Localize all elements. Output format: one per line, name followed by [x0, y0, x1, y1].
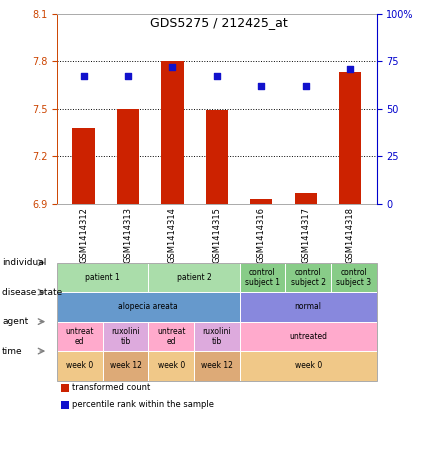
Text: ruxolini
tib: ruxolini tib — [202, 327, 231, 346]
Text: week 12: week 12 — [110, 361, 141, 370]
Point — [80, 73, 87, 80]
Bar — [339, 72, 361, 204]
Text: untreat
ed: untreat ed — [66, 327, 94, 346]
Text: week 12: week 12 — [201, 361, 233, 370]
Text: agent: agent — [2, 317, 28, 326]
Bar — [72, 128, 95, 204]
Text: individual: individual — [2, 258, 46, 267]
Text: control
subject 1: control subject 1 — [245, 268, 280, 287]
Text: time: time — [2, 347, 23, 356]
Text: week 0: week 0 — [294, 361, 322, 370]
Text: untreated: untreated — [289, 332, 327, 341]
Text: control
subject 3: control subject 3 — [336, 268, 371, 287]
Bar — [206, 110, 228, 204]
Text: patient 1: patient 1 — [85, 273, 120, 282]
Point — [124, 73, 131, 80]
Text: ruxolini
tib: ruxolini tib — [111, 327, 140, 346]
Text: GDS5275 / 212425_at: GDS5275 / 212425_at — [150, 16, 288, 29]
Bar — [161, 61, 184, 204]
Bar — [250, 199, 272, 204]
Point — [169, 63, 176, 71]
Bar — [117, 109, 139, 204]
Text: alopecia areata: alopecia areata — [118, 303, 178, 311]
Point — [258, 82, 265, 90]
Text: normal: normal — [295, 303, 321, 311]
Text: percentile rank within the sample: percentile rank within the sample — [72, 400, 214, 409]
Text: week 0: week 0 — [66, 361, 93, 370]
Text: transformed count: transformed count — [72, 383, 151, 392]
Point — [213, 73, 220, 80]
Point — [346, 65, 353, 72]
Point — [302, 82, 309, 90]
Text: untreat
ed: untreat ed — [157, 327, 185, 346]
Text: control
subject 2: control subject 2 — [291, 268, 326, 287]
Bar — [294, 193, 317, 204]
Text: week 0: week 0 — [158, 361, 185, 370]
Text: disease state: disease state — [2, 288, 63, 297]
Text: patient 2: patient 2 — [177, 273, 212, 282]
